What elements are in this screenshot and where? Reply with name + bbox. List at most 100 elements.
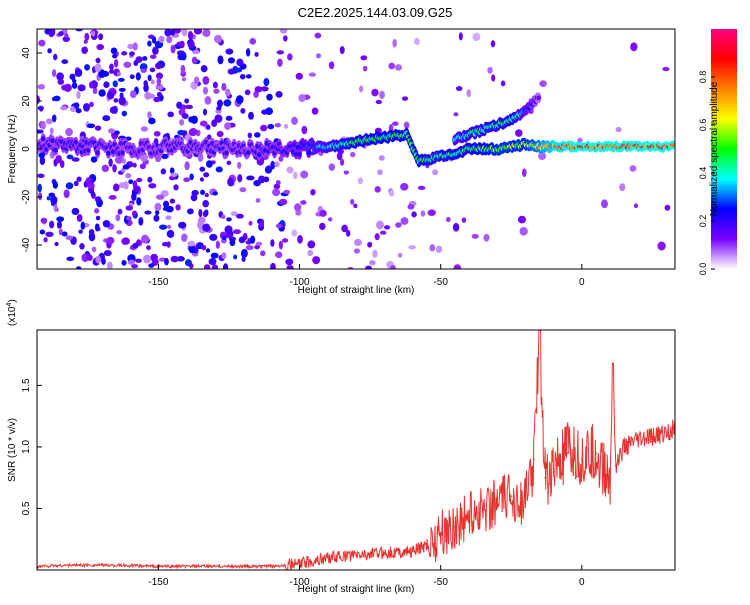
spectrogram-noise-cell [144,91,152,100]
spectrogram-noise-cell [279,220,285,225]
spectrogram-noise-cell [103,81,110,89]
snr-data-point [454,526,456,528]
spectrogram-noise-cell [90,156,98,163]
spectrogram-noise-cell [166,35,173,44]
spectrogram-noise-cell [63,189,70,199]
spectrogram-noise-cell [133,185,141,193]
spectrogram-noise-cell [138,217,144,226]
spectrogram-noise-cell [164,29,172,37]
spectrogram-noise-cell [300,200,307,205]
spectrogram-noise-cell [216,130,224,138]
spectrogram-noise-cell [108,69,115,74]
spectrogram-noise-cell [349,151,356,158]
spectrogram-noise-cell [49,127,54,135]
snr-data-point [612,362,614,365]
spectrogram-noise-cell [122,164,130,170]
spectrogram-noise-cell [453,112,459,117]
spectrogram-noise-cell [201,244,207,251]
spectrogram-noise-cell [142,56,148,61]
colorbar-tick-label: 0.2 [698,215,708,228]
spectrogram-noise-cell [199,120,208,127]
spectrogram-noise-cell [240,108,246,114]
spectrogram-noise-cell [162,206,170,212]
spectrogram-x-tick-label: -100 [290,277,310,288]
spectrogram-noise-cell [183,177,191,183]
spectrogram-noise-cell [314,32,322,39]
spectrogram-noise-cell [121,110,128,117]
spectrogram-noise-cell [64,33,69,38]
spectrogram-noise-cell [221,214,226,220]
spectrogram-noise-cell [90,191,96,197]
spectrogram-noise-cell [165,215,172,220]
spectrogram-noise-cell [298,93,306,103]
colorbar-ticks: 0.0 0.2 0.4 0.6 0.8 [698,71,715,275]
spectrogram-noise-cell [48,29,55,38]
spectrogram-ridge-cell [41,136,46,142]
snr-y-tick-label: 1.5 [21,378,32,392]
spectrogram-noise-cell [149,54,157,59]
spectrogram-noise-cell [291,116,298,126]
snr-data-point [425,544,428,547]
spectrogram-noise-cell [116,230,123,235]
spectrogram-ridge-cell [297,151,302,157]
spectrogram-noise-cell [84,32,90,41]
spectrogram-noise-cell [249,37,257,45]
spectrogram-noise-cell [319,209,327,217]
spectrogram-noise-cell [200,189,205,195]
spectrogram-noise-cell [184,259,192,267]
spectrogram-noise-cell [76,214,83,222]
spectrogram-noise-cell [283,189,291,195]
spectrogram-cells [37,29,675,269]
spectrogram-noise-cell [116,71,121,77]
spectrogram-ridge-cell [306,150,311,155]
spectrogram-noise-cell [226,217,232,222]
spectrogram-noise-cell [155,194,165,200]
spectrogram-noise-cell [202,29,211,38]
spectrogram-noise-cell [237,174,243,183]
spectrogram-noise-cell [118,182,128,189]
spectrogram-noise-cell [215,166,223,173]
colorbar-tick-label: 0.8 [698,71,708,84]
spectrogram-noise-cell [193,76,200,85]
spectrogram-noise-cell [500,80,506,87]
spectrogram-y-tick-label: 40 [21,47,32,59]
spectrogram-noise-cell [227,57,236,64]
spectrogram-noise-cell [181,77,187,82]
spectrogram-noise-cell [37,105,44,111]
spectrogram-noise-cell [187,208,194,215]
spectrogram-noise-cell [185,104,193,110]
spectrogram-noise-cell [115,214,121,222]
spectrogram-noise-cell [181,233,188,242]
spectrogram-noise-cell [147,74,152,82]
spectrogram-noise-cell [400,217,409,225]
spectrogram-noise-cell [293,203,302,212]
spectrogram-noise-cell [45,118,53,125]
spectrogram-noise-cell [128,179,134,185]
spectrogram-noise-cell [277,58,283,67]
spectrogram-noise-cell [54,241,59,247]
spectrogram-noise-cell [283,35,288,42]
spectrogram-noise-cell [131,192,137,202]
spectrogram-noise-cell [132,42,138,51]
snr-y-tick-label: 0.5 [21,501,32,515]
spectrogram-noise-cell [173,29,182,34]
spectrogram-noise-cell [82,102,91,112]
snr-y-multiplier: (x104) [6,299,18,326]
spectrogram-noise-cell [102,219,111,228]
spectrogram-noise-cell [62,36,71,42]
spectrogram-noise-cell [270,160,276,170]
spectrogram-noise-cell [56,72,64,81]
snr-x-tick-label: -50 [433,577,448,588]
spectrogram-noise-cell [629,165,637,172]
spectrogram-noise-cell [359,85,364,93]
figure-title: C2E2.2025.144.03.09.G25 [298,5,453,20]
spectrogram-noise-cell [282,238,289,243]
spectrogram-noise-cell [270,239,275,247]
spectrogram-noise-cell [187,240,196,247]
spectrogram-noise-cell [215,240,220,249]
spectrogram-noise-cell [125,205,134,211]
spectrogram-noise-cell [379,90,385,99]
spectrogram-noise-cell [160,168,167,175]
spectrogram-noise-cell [65,182,74,190]
